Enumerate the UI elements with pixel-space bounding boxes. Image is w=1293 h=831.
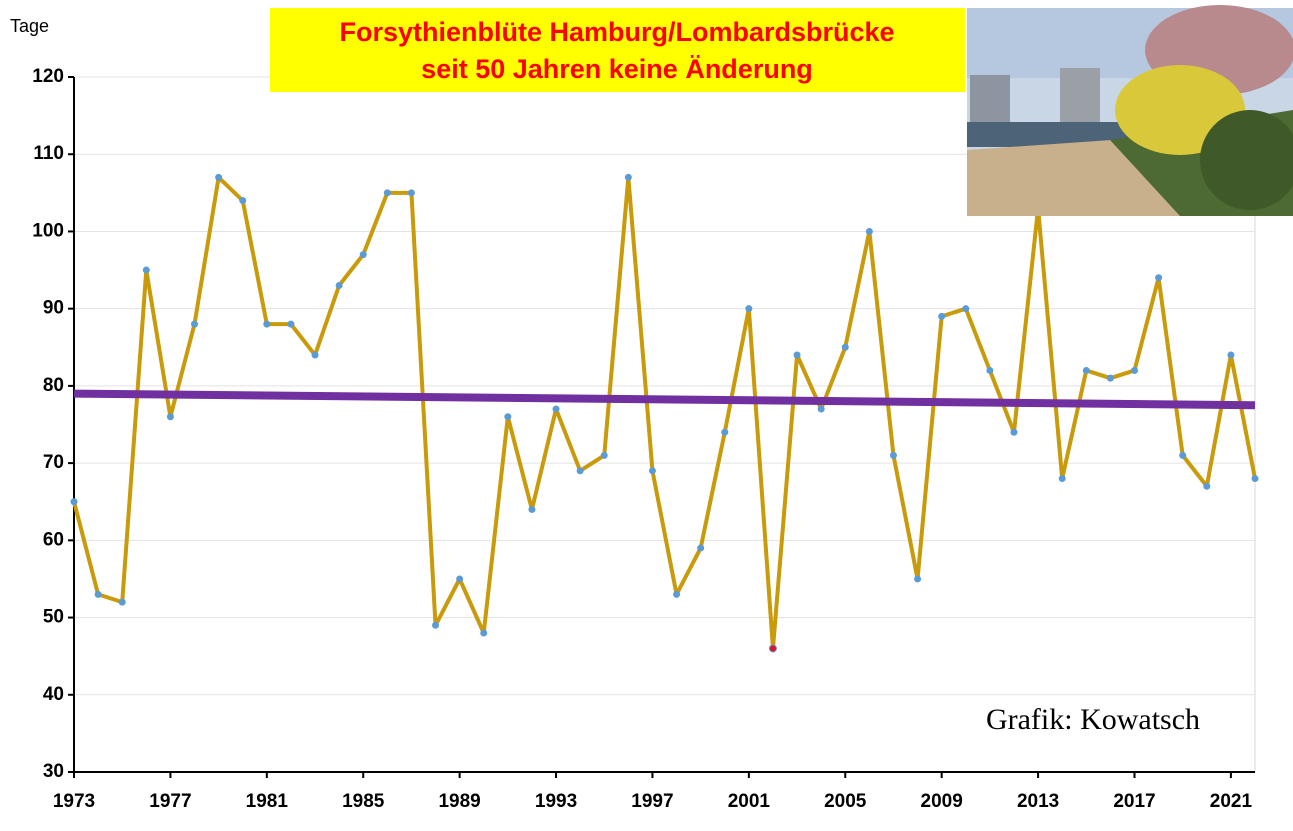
data-point xyxy=(312,352,319,359)
y-tick-label: 40 xyxy=(43,684,64,705)
data-point xyxy=(962,305,969,312)
data-point xyxy=(1227,352,1234,359)
data-point xyxy=(215,174,222,181)
data-point xyxy=(673,591,680,598)
y-tick-label: 110 xyxy=(33,143,64,164)
y-tick-label: 90 xyxy=(43,298,64,319)
data-point xyxy=(360,251,367,258)
data-point xyxy=(601,452,608,459)
x-tick-label: 2005 xyxy=(824,791,867,812)
data-point xyxy=(649,467,656,474)
photo xyxy=(967,5,1293,216)
y-tick-label: 50 xyxy=(43,607,64,628)
data-point xyxy=(143,267,150,274)
y-tick-label: 100 xyxy=(32,220,64,241)
data-point xyxy=(167,413,174,420)
x-tick-label: 2017 xyxy=(1113,791,1155,812)
x-tick-label: 1973 xyxy=(53,791,95,812)
chart: Tage 30 40 50 60 70 80 90 100 110 120 1973 1977 1981… xyxy=(0,0,1293,831)
x-tick-label: 1989 xyxy=(438,791,480,812)
data-point xyxy=(384,189,391,196)
data-point xyxy=(456,575,463,582)
data-point xyxy=(745,305,752,312)
data-point xyxy=(697,545,704,552)
data-point xyxy=(842,344,849,351)
y-tick-label: 70 xyxy=(43,452,64,473)
data-point xyxy=(408,189,415,196)
data-point xyxy=(71,498,78,505)
data-point xyxy=(1252,475,1259,482)
x-tick-label: 1985 xyxy=(342,791,385,812)
data-point xyxy=(553,406,560,413)
data-point xyxy=(528,506,535,513)
x-tick-label: 2001 xyxy=(728,791,771,812)
y-tick-label: 120 xyxy=(32,66,64,87)
data-point xyxy=(287,321,294,328)
data-point xyxy=(95,591,102,598)
data-point xyxy=(1059,475,1066,482)
chart-subtitle: seit 50 Jahren keine Änderung xyxy=(421,54,813,84)
data-point xyxy=(1107,375,1114,382)
x-tick-label: 2021 xyxy=(1210,791,1253,812)
data-point xyxy=(263,321,270,328)
data-point xyxy=(336,282,343,289)
data-point xyxy=(1179,452,1186,459)
data-point xyxy=(721,429,728,436)
x-tick-label: 1981 xyxy=(246,791,289,812)
data-point xyxy=(890,452,897,459)
y-axis-label: Tage xyxy=(10,16,49,36)
x-tick-label: 1997 xyxy=(631,791,673,812)
data-point xyxy=(866,228,873,235)
data-point xyxy=(625,174,632,181)
chart-title: Forsythienblüte Hamburg/Lombardsbrücke xyxy=(339,17,894,47)
data-point xyxy=(818,406,825,413)
data-point xyxy=(769,645,776,652)
data-point xyxy=(119,599,126,606)
data-point xyxy=(794,352,801,359)
data-point xyxy=(577,467,584,474)
data-point xyxy=(480,630,487,637)
data-point xyxy=(191,321,198,328)
data-point xyxy=(1155,274,1162,281)
data-point xyxy=(938,313,945,320)
x-tick-label: 1993 xyxy=(535,791,577,812)
data-point xyxy=(1083,367,1090,374)
data-point xyxy=(986,367,993,374)
y-tick-label: 30 xyxy=(43,761,64,782)
x-tick-label: 2013 xyxy=(1017,791,1059,812)
data-point xyxy=(504,413,511,420)
data-line xyxy=(74,177,1255,648)
data-point xyxy=(432,622,439,629)
x-tick-label: 1977 xyxy=(149,791,191,812)
x-tick-label: 2009 xyxy=(921,791,963,812)
data-point xyxy=(1131,367,1138,374)
data-point xyxy=(1010,429,1017,436)
data-point xyxy=(239,197,246,204)
data-point xyxy=(914,575,921,582)
y-tick-label: 60 xyxy=(43,529,64,550)
data-point xyxy=(1203,483,1210,490)
y-tick-label: 80 xyxy=(43,375,64,396)
annotation: Grafik: Kowatsch xyxy=(986,703,1200,736)
